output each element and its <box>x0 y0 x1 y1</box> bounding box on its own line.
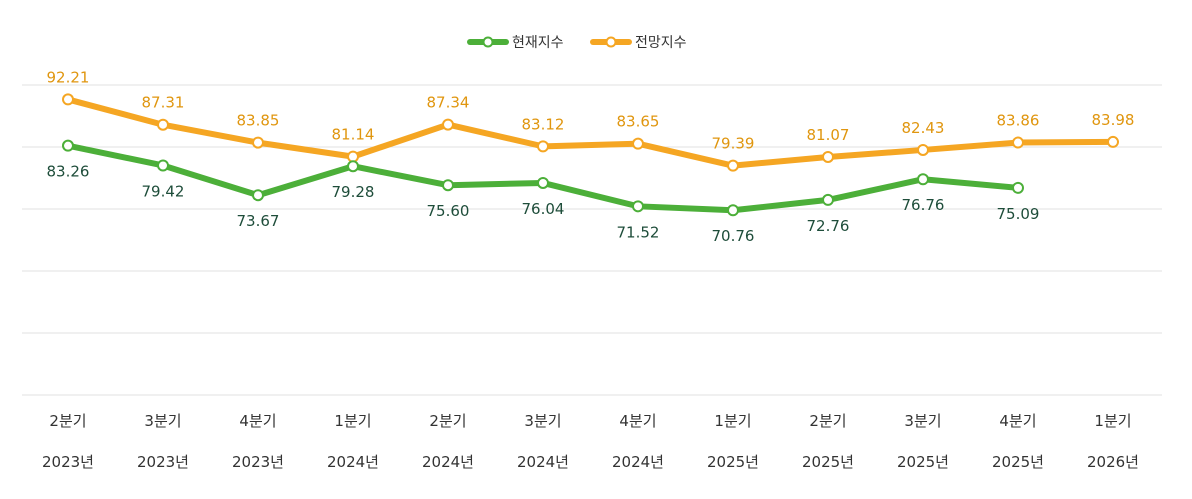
data-point <box>917 143 929 156</box>
data-label: 83.26 <box>47 163 90 181</box>
x-tick-label-year: 2025년 <box>897 453 949 471</box>
series-lines <box>65 96 1116 214</box>
data-point <box>917 173 929 186</box>
data-point <box>822 193 834 206</box>
legend-label-1: 현재지수 <box>512 35 564 51</box>
data-point <box>347 150 359 163</box>
data-label: 73.67 <box>237 212 280 230</box>
data-labels: 83.26 79.42 73.67 79.28 75.60 76.04 71.52 70.76… <box>47 68 1135 245</box>
legend-marker-2 <box>605 36 617 48</box>
x-tick-label-year: 2026년 <box>1087 453 1139 471</box>
data-label: 71.52 <box>617 223 660 241</box>
data-label: 70.76 <box>712 227 755 245</box>
x-tick-label-quarter: 2분기 <box>49 412 86 430</box>
data-label: 79.28 <box>332 183 375 201</box>
x-tick-label-quarter: 1분기 <box>334 412 371 430</box>
x-axis: 2분기 2023년 3분기 2023년 4분기 2023년 1분기 2024년 2분기 2024년… <box>42 412 1139 471</box>
series-line-forecast <box>65 96 1116 169</box>
legend: 현재지수 전망지수 <box>467 35 687 51</box>
data-point <box>727 159 739 172</box>
x-tick-label-quarter: 3분기 <box>144 412 181 430</box>
data-point <box>1107 135 1119 148</box>
x-tick-label-quarter: 4분기 <box>239 412 276 430</box>
data-label: 87.31 <box>142 94 185 112</box>
x-tick-label-year: 2023년 <box>232 453 284 471</box>
x-tick-label-year: 2024년 <box>612 453 664 471</box>
data-point <box>252 136 264 149</box>
data-label: 92.21 <box>47 68 90 86</box>
x-tick-label-quarter: 3분기 <box>904 412 941 430</box>
grid <box>22 84 1162 396</box>
data-point <box>632 200 644 213</box>
data-label: 79.42 <box>142 182 185 200</box>
data-label: 79.39 <box>712 135 755 153</box>
data-label: 81.07 <box>807 126 850 144</box>
data-point <box>252 189 264 202</box>
data-point <box>157 159 169 172</box>
x-tick-label-quarter: 1분기 <box>1094 412 1131 430</box>
data-point <box>727 204 739 217</box>
x-tick-label-year: 2024년 <box>517 453 569 471</box>
x-tick-label-year: 2025년 <box>802 453 854 471</box>
data-label: 76.04 <box>522 200 565 218</box>
x-tick-label-year: 2024년 <box>422 453 474 471</box>
x-tick-label-year: 2023년 <box>137 453 189 471</box>
x-tick-label-quarter: 4분기 <box>999 412 1036 430</box>
data-label: 75.09 <box>997 205 1040 223</box>
data-point <box>347 160 359 173</box>
data-label: 83.65 <box>617 113 660 131</box>
x-tick-label-quarter: 2분기 <box>809 412 846 430</box>
x-tick-label-year: 2025년 <box>707 453 759 471</box>
x-tick-label-year: 2023년 <box>42 453 94 471</box>
data-label: 87.34 <box>427 94 470 112</box>
x-tick-label-quarter: 1분기 <box>714 412 751 430</box>
x-tick-label-year: 2024년 <box>327 453 379 471</box>
data-point <box>157 118 169 131</box>
data-label: 76.76 <box>902 196 945 214</box>
data-label: 82.43 <box>902 119 945 137</box>
data-point <box>442 179 454 192</box>
data-label: 83.85 <box>237 112 280 130</box>
x-tick-label-quarter: 3분기 <box>524 412 561 430</box>
data-point <box>1012 181 1024 194</box>
x-tick-label-year: 2025년 <box>992 453 1044 471</box>
legend-marker-1 <box>482 36 494 48</box>
data-point <box>62 93 74 106</box>
data-point <box>537 176 549 189</box>
data-point <box>442 118 454 131</box>
data-label: 83.86 <box>997 112 1040 130</box>
data-label: 72.76 <box>807 217 850 235</box>
data-label: 75.60 <box>427 202 470 220</box>
data-point <box>822 150 834 163</box>
data-point <box>1012 136 1024 149</box>
data-label: 81.14 <box>332 126 375 144</box>
data-point <box>537 140 549 153</box>
legend-label-2: 전망지수 <box>635 35 687 51</box>
x-tick-label-quarter: 2분기 <box>429 412 466 430</box>
data-label: 83.12 <box>522 115 565 133</box>
series-points <box>62 93 1119 217</box>
data-label: 83.98 <box>1092 111 1135 129</box>
data-point <box>62 139 74 152</box>
x-tick-label-quarter: 4분기 <box>619 412 656 430</box>
data-point <box>632 137 644 150</box>
